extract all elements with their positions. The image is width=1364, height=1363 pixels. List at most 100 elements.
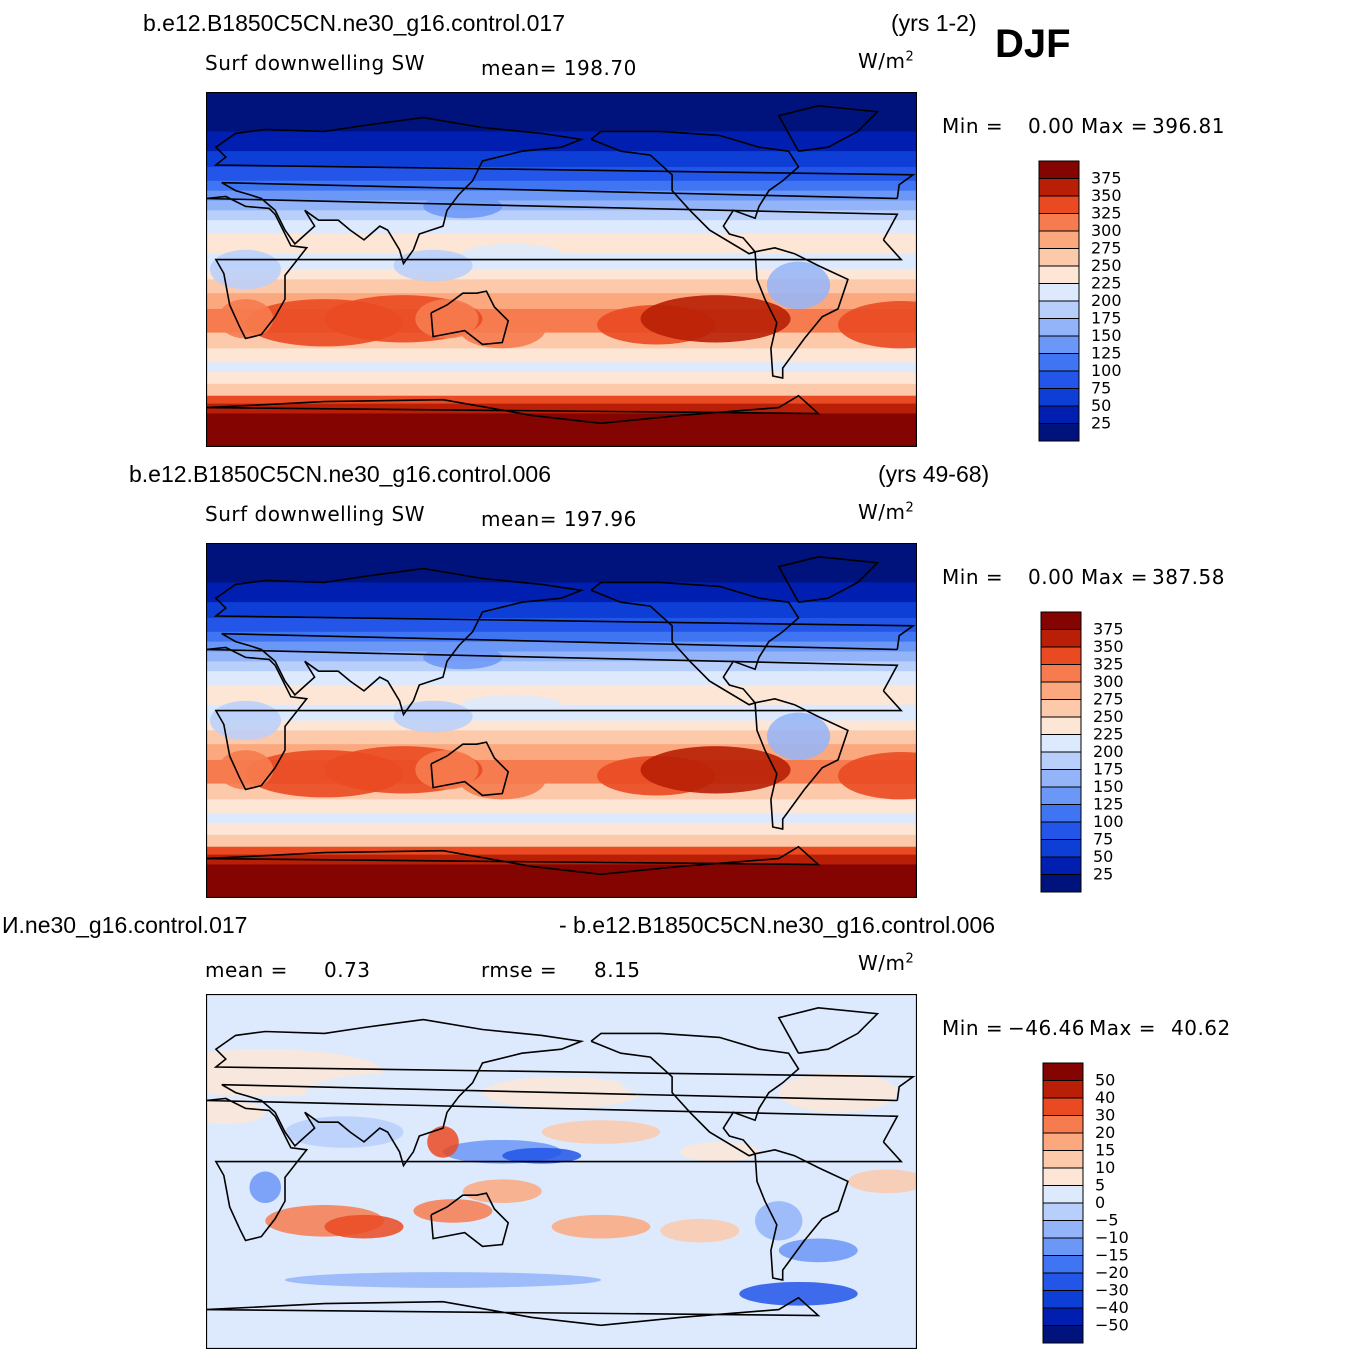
colorbar-box	[1040, 786, 1082, 805]
coastline	[754, 246, 849, 379]
colorbar-box	[1038, 248, 1080, 267]
colorbar-box	[1040, 804, 1082, 823]
colorbar-box	[1042, 1237, 1084, 1256]
colorbar-box	[1038, 370, 1080, 389]
colorbar-box	[1042, 1062, 1084, 1081]
map-frame	[206, 994, 917, 1349]
colorbar-box	[1038, 300, 1080, 319]
coastline	[206, 394, 821, 425]
panel3-max-value: 40.62	[1171, 1016, 1231, 1040]
colorbar-box	[1038, 318, 1080, 337]
colorbar-box	[1042, 1185, 1084, 1204]
colorbar-tick-label: 375	[1091, 169, 1122, 188]
colorbar-tick-label: 275	[1091, 239, 1122, 258]
colorbar-tick-label: −20	[1095, 1263, 1129, 1282]
colorbar-box	[1040, 751, 1082, 770]
colorbar-box	[1040, 874, 1082, 893]
colorbar-tick-label: 300	[1091, 221, 1122, 240]
colorbar-box	[1038, 195, 1080, 214]
colorbar-tick-label: 125	[1091, 344, 1122, 363]
coastline	[590, 130, 800, 255]
coastline	[206, 845, 821, 876]
colorbar-box	[1038, 283, 1080, 302]
coastline	[777, 1006, 880, 1054]
colorbar-box	[1038, 353, 1080, 372]
colorbar-tick-label: 0	[1095, 1193, 1105, 1212]
colorbar-box	[1038, 423, 1080, 442]
colorbar-tick-label: −10	[1095, 1228, 1129, 1247]
colorbar-box	[1040, 629, 1082, 648]
colorbar-box	[1040, 611, 1082, 630]
colorbar-tick-label: 225	[1091, 274, 1122, 293]
colorbar-box	[1042, 1150, 1084, 1169]
coastline	[213, 567, 916, 717]
colorbar-tick-label: 20	[1095, 1123, 1115, 1142]
panel2-mean: mean= 197.96	[481, 507, 637, 531]
colorbar-box	[1040, 699, 1082, 718]
panel1-mean: mean= 198.70	[481, 56, 637, 80]
colorbar-tick-label: 225	[1093, 725, 1124, 744]
coastline	[430, 290, 510, 346]
colorbar-tick-label: 275	[1093, 690, 1124, 709]
colorbar-box	[1038, 213, 1080, 232]
colorbar-tick-label: 5	[1095, 1176, 1105, 1195]
colorbar-tick-label: 325	[1093, 655, 1124, 674]
colorbar-tick-label: 10	[1095, 1158, 1115, 1177]
coastline	[590, 1032, 800, 1157]
colorbar-tick-label: 250	[1093, 707, 1124, 726]
colorbar-tick-label: 75	[1091, 379, 1111, 398]
colorbar-box	[1042, 1167, 1084, 1186]
panel2-min-label: Min =	[942, 565, 1004, 589]
map-frame	[206, 92, 917, 447]
colorbar-tick-label: 200	[1091, 291, 1122, 310]
panel3-min-value: −46.46	[1008, 1016, 1086, 1040]
panel2-variable: Surf downwelling SW	[205, 502, 425, 526]
panel2-unit: W/m2	[858, 500, 915, 524]
panel2-max-value: 387.58	[1152, 565, 1225, 589]
colorbar-box	[1042, 1272, 1084, 1291]
panel1-min-value: 0.00	[1028, 114, 1075, 138]
panel1-case-title: b.e12.B1850C5CN.ne30_g16.control.017	[143, 10, 565, 36]
colorbar-tick-label: −50	[1095, 1316, 1129, 1335]
colorbar-tick-label: 15	[1095, 1141, 1115, 1160]
colorbar-tick-label: 250	[1091, 256, 1122, 275]
colorbar-tick-label: 75	[1093, 830, 1113, 849]
colorbar-tick-label: 50	[1095, 1071, 1115, 1090]
colorbar-box	[1040, 664, 1082, 683]
colorbar-tick-label: 100	[1091, 361, 1122, 380]
coastline	[590, 581, 800, 706]
panel1-max-value: 396.81	[1152, 114, 1225, 138]
colorbar-box	[1042, 1325, 1084, 1344]
panel2-max-label: Max =	[1081, 565, 1148, 589]
colorbar-box	[1040, 769, 1082, 788]
panel3-case-right: - b.e12.B1850C5CN.ne30_g16.control.006	[559, 912, 996, 938]
colorbar-tick-label: 25	[1093, 865, 1113, 884]
colorbar-box	[1038, 230, 1080, 249]
panel3-rmse-label: rmse =	[481, 958, 558, 982]
colorbar-tick-label: 100	[1093, 812, 1124, 831]
panel3-case-left: И.ne30_g16.control.017	[2, 912, 248, 938]
colorbar-tick-label: 50	[1093, 847, 1113, 866]
panel2-colorbar: 3753503253002752502252001751501251007550…	[1040, 611, 1124, 893]
panel1-unit: W/m2	[858, 49, 915, 73]
colorbar-tick-label: 50	[1091, 396, 1111, 415]
colorbar-box	[1040, 821, 1082, 840]
colorbar-tick-label: 175	[1093, 760, 1124, 779]
colorbar-box	[1038, 335, 1080, 354]
contour-fill	[206, 543, 917, 898]
colorbar-box	[1042, 1255, 1084, 1274]
colorbar-tick-label: −40	[1095, 1298, 1129, 1317]
colorbar-tick-label: 300	[1093, 672, 1124, 691]
colorbar-tick-label: 25	[1091, 414, 1111, 433]
panel3-map	[206, 994, 917, 1349]
colorbar-box	[1040, 646, 1082, 665]
panel3-mean-label: mean =	[205, 958, 288, 982]
colorbar-box	[1038, 405, 1080, 424]
colorbar-box	[1042, 1132, 1084, 1151]
panel3-unit: W/m2	[858, 951, 915, 975]
colorbar-box	[1040, 839, 1082, 858]
panel3-max-label: Max =	[1089, 1016, 1156, 1040]
panel2-min-value: 0.00	[1028, 565, 1075, 589]
panel1-colorbar: 3753503253002752502252001751501251007550…	[1038, 160, 1122, 442]
